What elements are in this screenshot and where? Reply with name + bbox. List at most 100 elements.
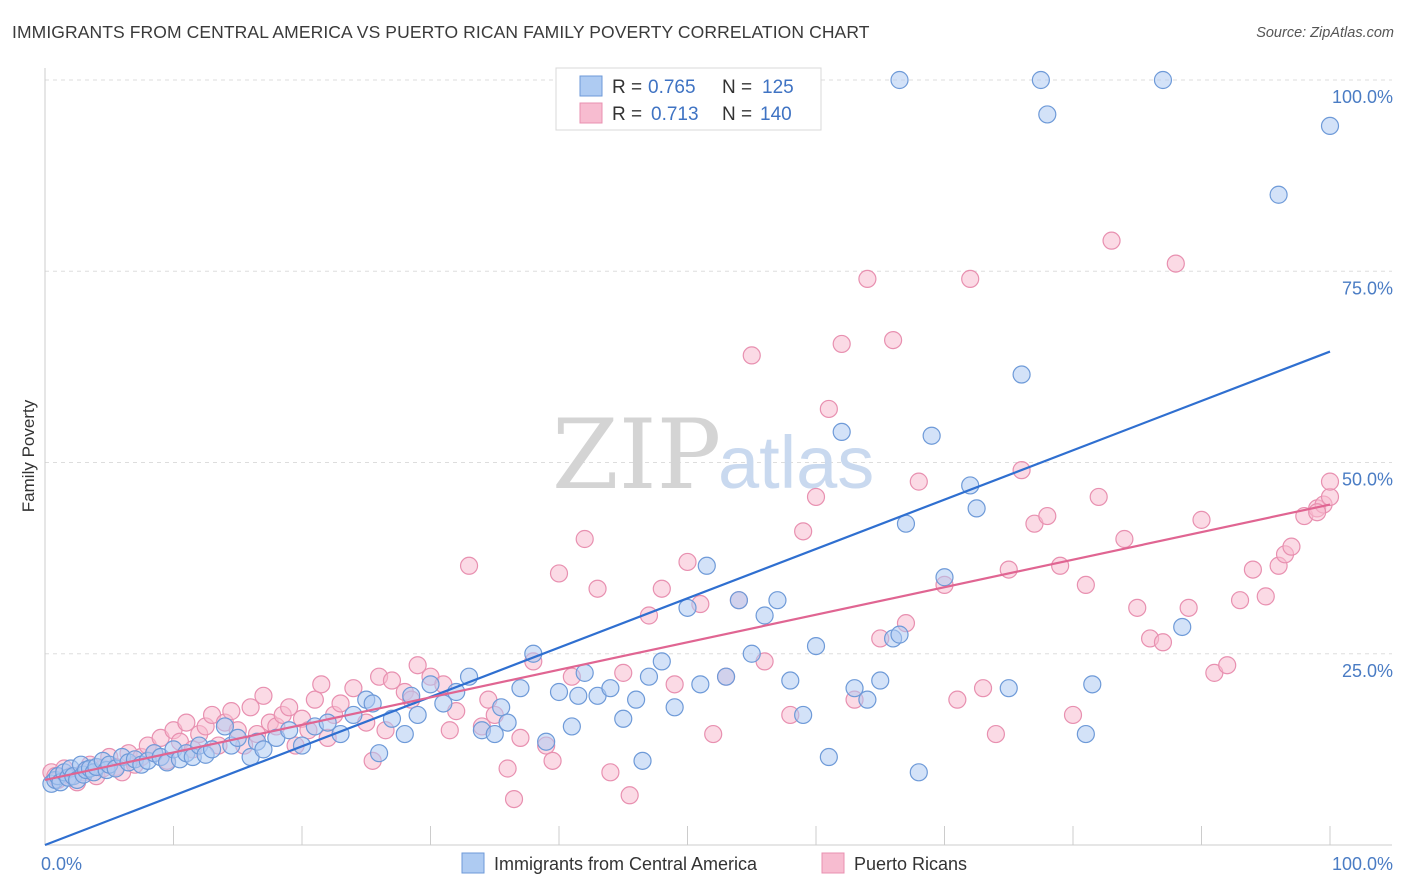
blue-point-84 <box>768 591 787 610</box>
pink-point-99 <box>948 690 967 709</box>
legend-r-value-blue: 0.765 <box>648 77 696 98</box>
blue-point-71 <box>614 709 633 728</box>
blue-point-82 <box>742 644 761 663</box>
blue-point-39 <box>254 740 273 759</box>
pink-point-47 <box>344 679 363 698</box>
blue-point-108 <box>1083 675 1102 694</box>
blue-point-90 <box>845 679 864 698</box>
blue-point-73 <box>633 751 652 770</box>
bottom-legend-label-blue: Immigrants from Central America <box>494 854 758 874</box>
pink-point-112 <box>1115 529 1134 549</box>
blue-point-107 <box>1076 724 1095 744</box>
blue-point-51 <box>395 724 414 744</box>
blue-point-70 <box>601 679 620 698</box>
pink-point-107 <box>1051 556 1070 575</box>
blue-point-34 <box>215 717 234 736</box>
bottom-legend-label-pink: Puerto Ricans <box>854 854 967 874</box>
axes <box>44 68 1392 846</box>
pink-point-76 <box>620 786 639 805</box>
blue-point-85 <box>781 671 800 690</box>
trend-line-central-america <box>44 350 1331 847</box>
blue-point-87 <box>806 636 826 656</box>
blue-point-106 <box>1038 105 1057 124</box>
pink-point-34 <box>254 686 273 705</box>
pink-point-110 <box>1089 487 1108 507</box>
blue-point-101 <box>999 679 1018 698</box>
legend-n-value-pink: 140 <box>760 104 792 125</box>
pink-point-102 <box>986 724 1006 744</box>
pink-point-32 <box>241 698 260 717</box>
blue-point-100 <box>967 499 986 518</box>
blue-point-49 <box>370 744 389 763</box>
pink-point-73 <box>588 579 607 598</box>
pink-point-116 <box>1166 254 1185 273</box>
trend-lines <box>44 350 1331 847</box>
pink-point-66 <box>511 728 530 748</box>
blue-point-103 <box>890 70 909 90</box>
chart-title: IMMIGRANTS FROM CENTRAL AMERICA VS PUERT… <box>12 22 870 42</box>
blue-point-88 <box>819 747 838 767</box>
blue-point-64 <box>537 732 556 751</box>
blue-point-81 <box>729 591 749 610</box>
blue-point-72 <box>626 690 646 709</box>
y-axis-label: Family Poverty <box>19 399 38 512</box>
legend-swatch-blue <box>579 75 603 97</box>
pink-point-65 <box>504 789 524 809</box>
pink-point-130 <box>1320 487 1340 507</box>
pink-point-89 <box>806 487 826 507</box>
y-tick-label-1: 75.0% <box>1342 278 1393 298</box>
pink-point-29 <box>222 702 241 721</box>
pink-point-72 <box>575 529 594 549</box>
blue-point-59 <box>485 724 504 744</box>
blue-point-92 <box>871 671 890 690</box>
pink-point-79 <box>665 675 684 694</box>
blue-point-91 <box>858 690 877 709</box>
pink-point-117 <box>1179 598 1198 617</box>
blue-point-97 <box>922 426 941 445</box>
blue-point-62 <box>511 679 530 698</box>
series-puerto-ricans-points <box>42 231 1340 809</box>
x-tick-label-1: 100.0% <box>1332 854 1393 874</box>
pink-point-91 <box>832 334 851 354</box>
legend-r-label-pink: R = <box>612 104 642 125</box>
legend-n-value-blue: 125 <box>762 77 794 98</box>
top-legend: R = 0.765 N = 125 R = 0.713 N = 140 <box>555 67 822 131</box>
pink-point-74 <box>601 763 620 782</box>
legend-n-label-pink: N = <box>722 104 752 125</box>
blue-point-61 <box>498 713 517 732</box>
pink-point-88 <box>794 522 813 541</box>
blue-point-60 <box>492 698 511 717</box>
pink-point-106 <box>1038 506 1057 526</box>
legend-n-label-blue: N = <box>722 77 752 98</box>
pink-point-109 <box>1076 575 1095 595</box>
trend-line-puerto-ricans <box>44 503 1331 782</box>
blue-point-76 <box>665 698 684 717</box>
blue-point-83 <box>755 606 774 625</box>
pink-point-118 <box>1192 510 1211 529</box>
blue-point-104 <box>1153 70 1173 90</box>
pink-point-100 <box>961 269 980 288</box>
pink-point-115 <box>1153 633 1173 652</box>
blue-point-79 <box>697 556 716 575</box>
blue-point-109 <box>1320 116 1340 136</box>
blue-point-65 <box>549 682 569 702</box>
x-tick-label-0: 0.0% <box>41 854 82 874</box>
y-tick-label-0: 100.0% <box>1332 87 1393 107</box>
pink-point-111 <box>1102 231 1121 250</box>
watermark-atlas: atlas <box>718 421 874 504</box>
blue-point-102 <box>1012 365 1031 384</box>
source-label: Source: ZipAtlas.com <box>1256 25 1394 41</box>
pink-point-75 <box>614 663 633 682</box>
pink-point-43 <box>312 675 331 694</box>
blue-point-110 <box>1269 185 1288 204</box>
blue-point-86 <box>794 705 813 725</box>
blue-point-111 <box>1173 617 1192 637</box>
legend-r-label-blue: R = <box>612 77 642 98</box>
pink-point-95 <box>883 331 903 350</box>
pink-point-93 <box>858 269 877 288</box>
pink-point-60 <box>459 556 479 575</box>
pink-point-85 <box>742 346 761 365</box>
y-tick-labels: 100.0% 75.0% 50.0% 25.0% <box>1332 87 1393 681</box>
pink-point-97 <box>909 472 928 491</box>
